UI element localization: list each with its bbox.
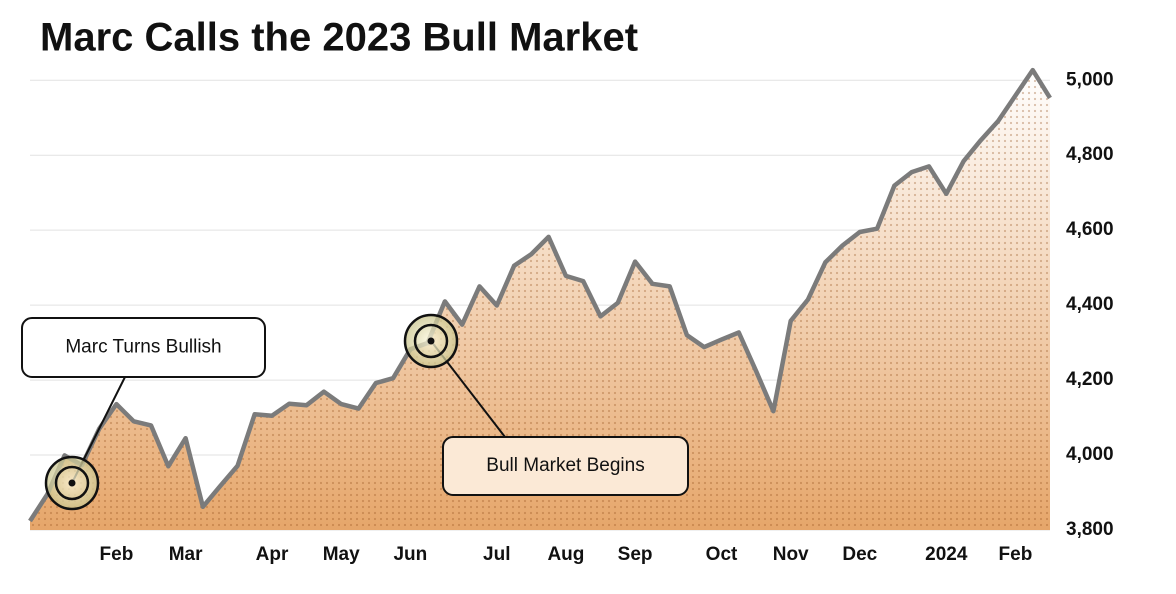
chart-title: Marc Calls the 2023 Bull Market (40, 16, 638, 60)
y-tick-label: 4,600 (1066, 219, 1114, 240)
annotation-ring-inner (54, 465, 90, 501)
annotation-box (442, 436, 689, 496)
x-tick-label: 2024 (925, 544, 968, 565)
x-tick-label: Sep (618, 544, 653, 565)
plot (28, 67, 1052, 530)
y-tick-label: 4,800 (1066, 144, 1114, 165)
y-tick-label: 3,800 (1066, 519, 1114, 540)
area-dots (30, 70, 1050, 530)
x-tick-label: Mar (169, 544, 203, 565)
x-tick-label: Feb (999, 544, 1033, 565)
x-tick-label: May (323, 544, 360, 565)
annotations: Marc Turns Bullish Bull Market Begins (21, 313, 689, 511)
annotation-box (21, 317, 266, 378)
grid: 3,800 4,000 4,200 4,400 4,600 4,800 5,000 Feb Ma… (30, 69, 1114, 565)
annotation-ring-inner (413, 323, 449, 359)
y-tick-label: 4,000 (1066, 444, 1114, 465)
y-tick-label: 4,200 (1066, 369, 1114, 390)
annotation-text: Bull Market Begins (486, 455, 644, 476)
x-tick-label: Apr (256, 544, 289, 565)
x-tick-label: Oct (706, 544, 738, 565)
x-tick-label: Dec (842, 544, 877, 565)
annotation-dot (68, 479, 76, 487)
x-tick-label: Aug (547, 544, 584, 565)
y-tick-label: 4,400 (1066, 294, 1114, 315)
x-tick-label: Jun (393, 544, 427, 565)
y-tick-label: 5,000 (1066, 69, 1114, 90)
annotation-dot (427, 337, 435, 345)
annotation-text: Marc Turns Bullish (65, 337, 221, 358)
x-tick-label: Feb (100, 544, 134, 565)
line (28, 67, 1052, 523)
x-tick-label: Jul (483, 544, 510, 565)
x-tick-label: Nov (773, 544, 809, 565)
